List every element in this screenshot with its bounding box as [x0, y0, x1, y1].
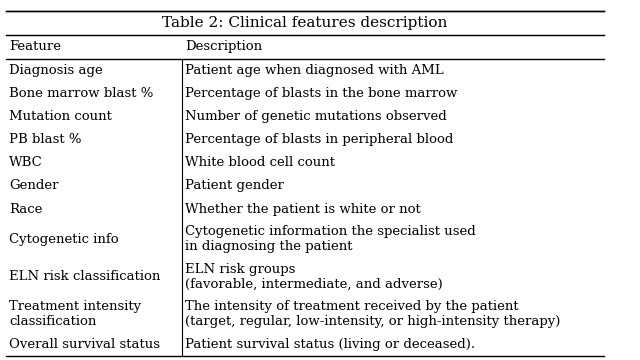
- Text: Patient gender: Patient gender: [186, 180, 284, 193]
- Text: ELN risk groups
(favorable, intermediate, and adverse): ELN risk groups (favorable, intermediate…: [186, 263, 443, 291]
- Text: The intensity of treatment received by the patient
(target, regular, low-intensi: The intensity of treatment received by t…: [186, 301, 561, 328]
- Text: Cytogenetic information the specialist used
in diagnosing the patient: Cytogenetic information the specialist u…: [186, 225, 476, 253]
- Text: PB blast %: PB blast %: [9, 133, 82, 146]
- Text: Feature: Feature: [9, 40, 61, 53]
- Text: Overall survival status: Overall survival status: [9, 338, 160, 351]
- Text: Race: Race: [9, 203, 42, 216]
- Text: Patient age when diagnosed with AML: Patient age when diagnosed with AML: [186, 64, 444, 77]
- Text: Diagnosis age: Diagnosis age: [9, 64, 103, 77]
- Text: Whether the patient is white or not: Whether the patient is white or not: [186, 203, 421, 216]
- Text: Bone marrow blast %: Bone marrow blast %: [9, 87, 154, 100]
- Text: Table 2: Clinical features description: Table 2: Clinical features description: [162, 16, 447, 30]
- Text: Cytogenetic info: Cytogenetic info: [9, 233, 119, 246]
- Text: Patient survival status (living or deceased).: Patient survival status (living or decea…: [186, 338, 476, 351]
- Text: Number of genetic mutations observed: Number of genetic mutations observed: [186, 110, 447, 123]
- Text: WBC: WBC: [9, 156, 43, 169]
- Text: ELN risk classification: ELN risk classification: [9, 270, 161, 283]
- Text: Treatment intensity
classification: Treatment intensity classification: [9, 301, 141, 328]
- Text: White blood cell count: White blood cell count: [186, 156, 335, 169]
- Text: Description: Description: [186, 40, 262, 53]
- Text: Gender: Gender: [9, 180, 59, 193]
- Text: Mutation count: Mutation count: [9, 110, 112, 123]
- Text: Percentage of blasts in peripheral blood: Percentage of blasts in peripheral blood: [186, 133, 454, 146]
- Text: Percentage of blasts in the bone marrow: Percentage of blasts in the bone marrow: [186, 87, 458, 100]
